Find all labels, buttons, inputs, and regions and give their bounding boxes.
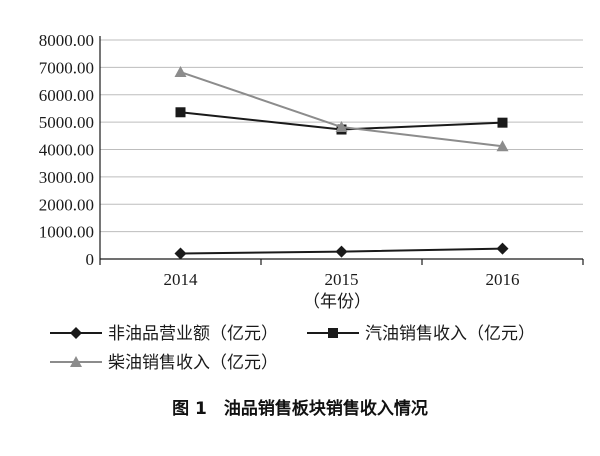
data-point [335,121,348,133]
data-point [497,117,508,128]
legend-item: 非油品营业额（亿元） [50,324,278,344]
data-point [496,242,509,255]
y-tick-label: 1000.00 [39,223,94,242]
legend-marker [70,356,82,367]
legend-label: 非油品营业额（亿元） [108,324,278,344]
y-tick-label: 8000.00 [39,31,94,50]
y-tick-label: 5000.00 [39,113,94,132]
series-lines [174,66,509,260]
legend-label: 柴油销售收入（亿元） [108,353,278,373]
x-axis-label: （年份） [303,292,371,312]
legend-item: 汽油销售收入（亿元） [307,324,535,344]
gridlines [100,39,583,233]
y-tick-labels: 0 1000.00 2000.00 3000.00 4000.00 5000.00 6000… [39,31,94,269]
x-tick-label: 2014 [164,270,199,289]
y-tick-label: 7000.00 [39,58,94,77]
y-tick-label: 2000.00 [39,195,94,214]
data-point [335,245,348,258]
y-tick-label: 3000.00 [39,168,94,187]
legend: 非油品营业额（亿元） 汽油销售收入（亿元） 柴油销售收入（亿元） [50,324,535,373]
y-tick-label: 0 [86,250,95,269]
data-point [174,66,187,78]
legend-marker [70,327,82,339]
x-tick-labels: 2014 2015 2016 [164,270,520,289]
figure-caption: 图 1 油品销售板块销售收入情况 [172,398,428,419]
legend-item: 柴油销售收入（亿元） [50,353,278,373]
legend-marker [328,328,338,338]
axes [99,36,584,265]
series-1 [174,242,509,260]
y-tick-label: 6000.00 [39,86,94,105]
series-3 [174,66,509,152]
x-tick-label: 2015 [325,270,359,289]
series-line [180,71,503,148]
legend-label: 汽油销售收入（亿元） [365,324,535,344]
data-point [175,107,186,118]
y-tick-label: 4000.00 [39,141,94,160]
x-tick-label: 2016 [486,270,520,289]
data-point [174,247,187,260]
data-point [496,140,509,152]
